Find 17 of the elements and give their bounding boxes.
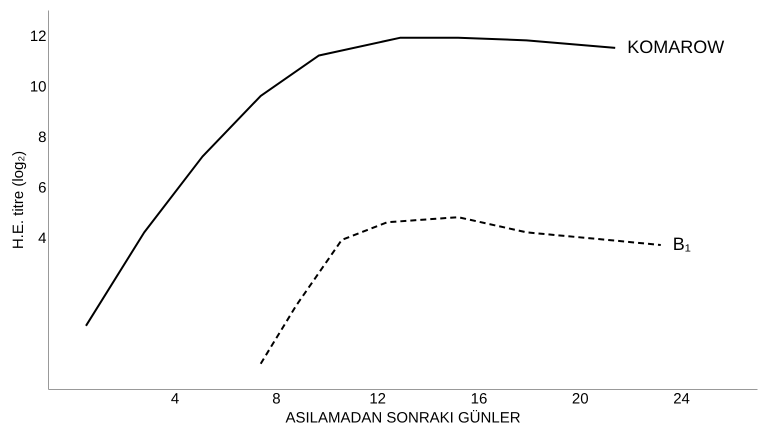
x-tick-label: 12 [369, 390, 386, 408]
x-tick-label: 24 [673, 390, 690, 408]
x-tick-label: 4 [170, 390, 180, 408]
y-tick-label: 12 [30, 28, 46, 45]
y-axis-title: H.E. titre (log₂) [10, 150, 27, 250]
y-tick-label: 6 [38, 179, 46, 196]
series-label: KOMAROW [627, 36, 724, 57]
y-tick-label: 8 [38, 128, 46, 146]
x-tick-label: 20 [572, 390, 589, 408]
x-tick-label: 8 [272, 390, 281, 408]
x-axis-title: ASILAMADAN SONRAKI GÜNLER [285, 410, 521, 426]
y-tick-label: 4 [38, 230, 46, 247]
x-tick-label: 16 [470, 390, 488, 408]
series-label: B₁ [672, 234, 691, 254]
line-series [260, 216, 662, 365]
y-tick-label: 10 [30, 78, 46, 96]
line-series [84, 36, 616, 327]
